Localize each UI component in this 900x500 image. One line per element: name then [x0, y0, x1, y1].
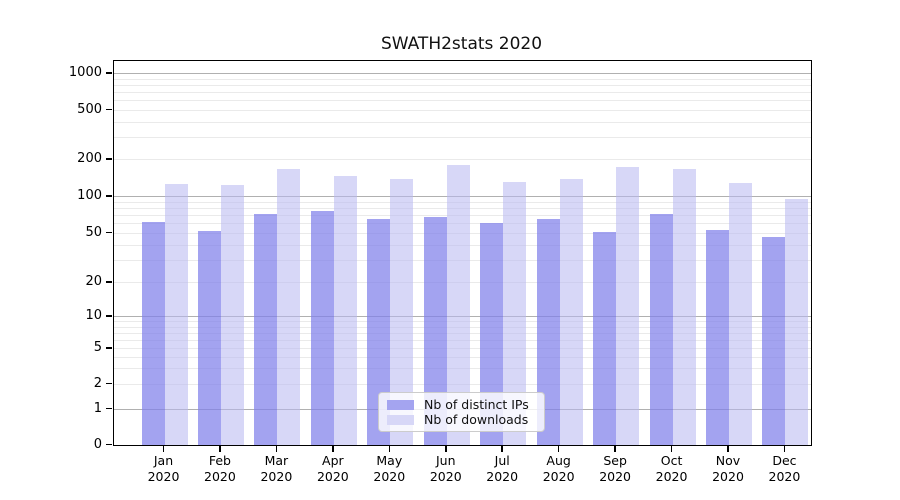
x-tick-nov — [727, 445, 729, 452]
bar-dec-downloads — [785, 199, 809, 445]
legend-swatch-downloads — [387, 414, 414, 425]
bar-jan-downloads — [164, 183, 188, 445]
legend-label-downloads: Nb of downloads — [424, 411, 529, 427]
gridline-minor-700 — [114, 92, 811, 94]
x-tick-label-dec: Dec 2020 — [768, 453, 801, 484]
x-tick-oct — [670, 445, 673, 452]
x-tick-label-feb: Feb 2020 — [204, 453, 236, 484]
bar-aug-downloads — [559, 179, 583, 445]
x-tick-label-jan: Jan 2020 — [147, 453, 180, 484]
bar-jul-distinct-ips — [480, 222, 504, 445]
y-tick-1 — [106, 407, 112, 410]
x-tick-sep — [614, 445, 616, 452]
bar-may-distinct-ips — [367, 218, 391, 445]
y-tick-label-5: 5 — [93, 340, 102, 356]
bar-apr-distinct-ips — [310, 211, 334, 445]
gridline-minor-800 — [114, 84, 811, 86]
y-tick-10 — [106, 315, 112, 317]
bar-jun-downloads — [446, 165, 470, 445]
x-tick-label-aug: Aug 2020 — [542, 453, 575, 484]
y-tick-1000 — [106, 72, 112, 74]
gridline-minor-200 — [114, 159, 811, 161]
y-tick-label-1: 1 — [93, 400, 102, 416]
x-tick-label-nov: Nov 2020 — [712, 453, 744, 484]
x-tick-label-mar: Mar 2020 — [260, 453, 293, 484]
x-tick-label-jul: Jul 2020 — [486, 453, 519, 484]
y-tick-0 — [106, 443, 112, 445]
bar-mar-downloads — [277, 168, 301, 445]
gridline-minor-500 — [114, 109, 811, 111]
bar-aug-distinct-ips — [536, 218, 560, 445]
plot-area — [113, 60, 812, 446]
legend-label-distinct-ips: Nb of distinct IPs — [424, 396, 529, 412]
x-tick-label-sep: Sep 2020 — [599, 453, 631, 484]
bar-jan-distinct-ips — [141, 221, 165, 445]
gridline-minor-900 — [114, 78, 811, 80]
y-tick-label-0: 0 — [93, 436, 102, 452]
bar-apr-downloads — [333, 176, 357, 445]
y-tick-20 — [106, 281, 112, 283]
x-tick-label-apr: Apr 2020 — [316, 453, 349, 484]
bar-oct-downloads — [672, 168, 696, 445]
y-tick-label-2: 2 — [93, 375, 102, 391]
bar-feb-downloads — [220, 184, 244, 445]
y-tick-label-50: 50 — [85, 224, 102, 240]
bar-oct-distinct-ips — [649, 214, 673, 445]
y-tick-50 — [106, 231, 112, 234]
x-tick-label-jun: Jun 2020 — [429, 453, 462, 484]
legend: Nb of distinct IPs Nb of downloads — [378, 392, 545, 432]
x-tick-may — [388, 445, 391, 452]
legend-row-distinct-ips: Nb of distinct IPs — [387, 397, 536, 412]
x-tick-apr — [332, 445, 334, 452]
legend-swatch-distinct-ips — [387, 399, 414, 410]
gridline-major-1000 — [114, 73, 811, 75]
y-tick-label-20: 20 — [85, 274, 102, 290]
bar-dec-distinct-ips — [762, 236, 786, 445]
gridline-minor-600 — [114, 100, 811, 102]
y-tick-label-100: 100 — [77, 188, 102, 204]
bar-nov-distinct-ips — [706, 230, 729, 445]
x-tick-label-may: May 2020 — [373, 453, 406, 484]
y-tick-label-500: 500 — [77, 101, 102, 117]
x-tick-jul — [501, 445, 503, 452]
y-tick-200 — [106, 158, 112, 160]
x-tick-mar — [275, 445, 278, 452]
bar-nov-downloads — [729, 183, 752, 445]
bar-sep-downloads — [616, 166, 640, 445]
gridline-minor-400 — [114, 121, 811, 123]
x-tick-feb — [219, 445, 221, 452]
legend-row-downloads: Nb of downloads — [387, 412, 536, 427]
y-tick-500 — [106, 108, 112, 111]
y-tick-label-1000: 1000 — [68, 65, 102, 81]
bar-jun-distinct-ips — [423, 217, 447, 445]
bar-feb-distinct-ips — [197, 231, 221, 445]
y-tick-label-10: 10 — [85, 308, 102, 324]
bar-sep-distinct-ips — [593, 232, 617, 445]
y-tick-5 — [106, 347, 112, 349]
bar-mar-distinct-ips — [254, 214, 278, 445]
x-tick-jan — [162, 445, 165, 452]
chart-title: SWATH2stats 2020 — [380, 34, 543, 54]
y-tick-2 — [106, 382, 112, 385]
y-tick-label-200: 200 — [77, 151, 102, 167]
bar-may-downloads — [390, 179, 414, 445]
bar-jul-downloads — [503, 181, 527, 445]
x-tick-jun — [445, 445, 447, 452]
gridline-minor-300 — [114, 137, 811, 139]
x-tick-label-oct: Oct 2020 — [655, 453, 688, 484]
x-tick-dec — [783, 445, 786, 452]
x-tick-aug — [557, 445, 560, 452]
y-tick-100 — [106, 195, 112, 197]
